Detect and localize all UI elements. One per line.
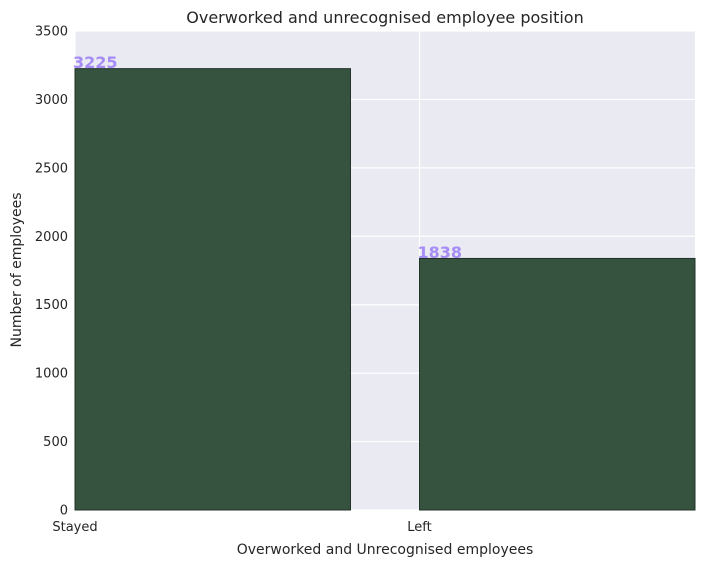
bars — [74, 68, 696, 511]
x-tick-labels: Stayed Left — [52, 520, 431, 535]
bar-stayed — [74, 68, 351, 511]
y-tick-label: 3500 — [35, 25, 68, 40]
bar-left — [419, 257, 696, 511]
y-tick-label: 500 — [43, 435, 68, 450]
y-tick-label: 2500 — [35, 161, 68, 176]
y-axis-label: Number of employees — [9, 192, 25, 347]
x-tick-label-stayed: Stayed — [52, 520, 97, 535]
y-tick-labels: 0 500 1000 1500 2000 2500 3000 3500 — [35, 25, 68, 519]
chart-title: Overworked and unrecognised employee pos… — [186, 8, 583, 27]
y-tick-label: 0 — [60, 504, 68, 519]
data-label-stayed: 3225 — [73, 53, 118, 72]
data-labels: 3225 1838 — [73, 53, 462, 262]
y-tick-label: 2000 — [35, 230, 68, 245]
x-tick-label-left: Left — [407, 520, 431, 535]
data-label-left: 1838 — [418, 243, 463, 262]
x-axis-label: Overworked and Unrecognised employees — [237, 542, 534, 558]
y-tick-label: 1000 — [35, 367, 68, 382]
y-tick-label: 1500 — [35, 298, 68, 313]
y-tick-label: 3000 — [35, 93, 68, 108]
